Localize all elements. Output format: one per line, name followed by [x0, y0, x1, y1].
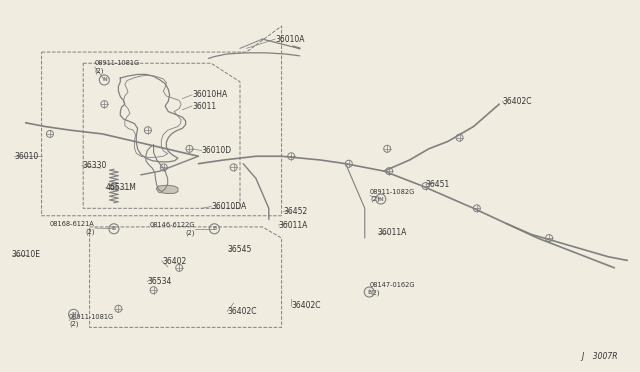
Text: 36010DA: 36010DA	[211, 202, 246, 211]
Text: 36402C: 36402C	[502, 97, 532, 106]
Text: 08911-1081G
(2): 08911-1081G (2)	[95, 60, 140, 74]
Text: B: B	[212, 226, 216, 231]
Text: 08168-6121A
(2): 08168-6121A (2)	[50, 221, 95, 235]
Text: 36010HA: 36010HA	[192, 90, 227, 99]
Text: 36011: 36011	[192, 102, 216, 110]
Text: N: N	[71, 312, 76, 317]
Text: 36010D: 36010D	[202, 146, 232, 155]
Text: 08147-0162G
(2): 08147-0162G (2)	[370, 282, 415, 296]
Text: 36402C: 36402C	[291, 301, 321, 310]
Text: 36402C: 36402C	[227, 307, 257, 316]
Text: 36010E: 36010E	[12, 250, 40, 259]
Text: 36330: 36330	[82, 161, 106, 170]
Text: 36010A: 36010A	[275, 35, 305, 44]
Polygon shape	[156, 185, 178, 193]
Text: 36451: 36451	[426, 180, 450, 189]
Text: 36011A: 36011A	[278, 221, 308, 230]
Text: 08146-6122G
(2): 08146-6122G (2)	[150, 222, 195, 235]
Text: 36010: 36010	[14, 152, 38, 161]
Text: 08911-1082G
(2): 08911-1082G (2)	[370, 189, 415, 202]
Text: N: N	[378, 196, 383, 202]
Text: 36452: 36452	[284, 207, 308, 216]
Text: 36402: 36402	[162, 257, 186, 266]
Text: 36534: 36534	[147, 277, 172, 286]
Text: N: N	[102, 77, 107, 83]
Text: J    3007R: J 3007R	[581, 352, 618, 361]
Text: 36545: 36545	[228, 246, 252, 254]
Text: 36011A: 36011A	[378, 228, 407, 237]
Text: 08911-1081G
(2): 08911-1081G (2)	[69, 314, 115, 327]
Text: B: B	[112, 226, 116, 231]
Text: B: B	[367, 289, 371, 295]
Text: 46531M: 46531M	[106, 183, 136, 192]
